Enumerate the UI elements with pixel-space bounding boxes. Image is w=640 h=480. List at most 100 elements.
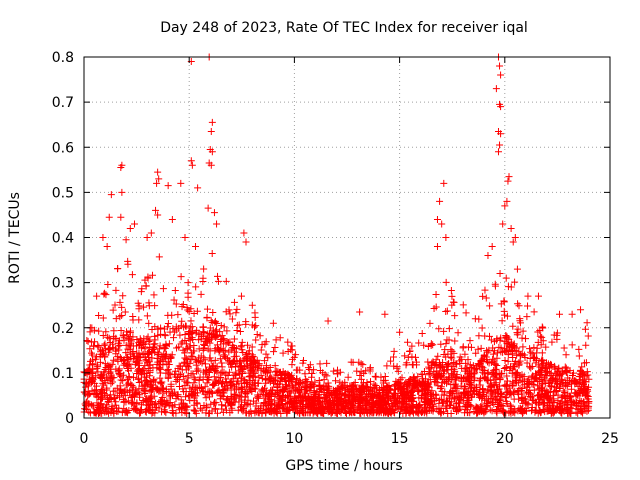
data-point	[118, 303, 126, 311]
data-point	[98, 386, 106, 394]
data-point	[482, 392, 490, 400]
data-point	[143, 234, 151, 241]
data-point	[349, 402, 357, 410]
data-point	[211, 356, 219, 364]
data-point	[200, 340, 208, 348]
data-point	[305, 403, 313, 411]
data-point	[232, 309, 240, 317]
data-point	[240, 380, 248, 388]
data-point	[236, 357, 244, 365]
data-point	[167, 380, 175, 388]
data-point	[210, 400, 218, 408]
data-point	[187, 157, 195, 165]
data-point	[301, 370, 309, 378]
data-point	[88, 338, 96, 346]
data-point	[502, 363, 510, 371]
chart-title: Day 248 of 2023, Rate Of TEC Index for r…	[160, 20, 528, 36]
data-point	[431, 377, 439, 385]
data-point	[99, 314, 107, 322]
data-point	[288, 342, 296, 350]
data-point	[559, 387, 567, 395]
data-point	[584, 332, 592, 340]
data-point	[162, 340, 170, 348]
data-point	[158, 378, 166, 386]
data-point	[130, 373, 138, 381]
data-point	[116, 313, 124, 321]
data-point	[547, 409, 555, 417]
data-point	[230, 298, 238, 306]
data-point	[390, 353, 398, 361]
y-tick-labels: 0 0.1 0.2 0.3 0.4 0.5 0.6 0.7 0.8	[52, 50, 74, 427]
data-point	[159, 285, 167, 293]
data-point	[207, 317, 215, 325]
data-point	[479, 292, 487, 300]
data-point	[560, 344, 568, 352]
data-point	[192, 243, 200, 251]
data-point	[181, 330, 189, 338]
x-tick-label: 5	[185, 431, 194, 447]
data-point	[199, 278, 207, 286]
data-point	[137, 371, 145, 379]
data-point	[208, 148, 216, 156]
data-point	[519, 327, 527, 335]
data-point	[451, 380, 459, 388]
data-point	[509, 238, 517, 246]
data-point	[96, 409, 104, 417]
data-point	[171, 367, 179, 375]
data-point	[491, 366, 499, 374]
data-point	[156, 369, 164, 377]
data-point	[526, 392, 534, 400]
data-point	[452, 382, 460, 390]
data-point	[197, 383, 205, 391]
data-point	[415, 409, 423, 417]
data-point	[486, 302, 494, 310]
data-point	[173, 344, 181, 352]
data-point	[322, 403, 330, 411]
data-point	[276, 368, 284, 376]
data-point	[436, 396, 444, 404]
data-point	[208, 318, 216, 326]
data-point	[154, 211, 162, 219]
data-point	[306, 383, 314, 391]
data-point	[226, 310, 234, 318]
data-point	[179, 301, 187, 309]
data-point	[170, 334, 178, 342]
data-point	[502, 397, 510, 405]
data-point	[497, 130, 505, 138]
data-point	[269, 319, 277, 327]
data-point	[425, 398, 433, 406]
data-point	[387, 357, 395, 365]
data-point	[164, 365, 172, 373]
data-point	[464, 356, 472, 364]
data-point	[442, 234, 450, 241]
data-point	[189, 370, 197, 378]
data-point	[176, 331, 184, 339]
data-point	[498, 369, 506, 377]
data-point	[472, 405, 480, 413]
data-point	[534, 338, 542, 346]
data-point	[93, 292, 101, 300]
data-point	[394, 385, 402, 393]
data-point	[213, 389, 221, 397]
data-point	[524, 379, 532, 387]
data-point	[563, 382, 571, 390]
data-point	[170, 296, 178, 304]
data-point	[488, 370, 496, 378]
data-point	[306, 409, 314, 417]
data-point	[234, 406, 242, 414]
data-point	[526, 345, 534, 353]
data-point	[468, 393, 476, 401]
data-point	[556, 407, 564, 415]
data-point	[86, 361, 94, 369]
data-point	[501, 337, 509, 345]
data-point	[248, 321, 256, 329]
data-point	[484, 252, 492, 260]
data-point	[217, 322, 225, 330]
data-point	[227, 360, 235, 368]
data-point	[117, 389, 125, 397]
data-point	[187, 317, 195, 325]
data-point	[441, 378, 449, 386]
data-point	[562, 351, 570, 359]
data-point	[503, 312, 511, 320]
data-point	[495, 385, 503, 393]
